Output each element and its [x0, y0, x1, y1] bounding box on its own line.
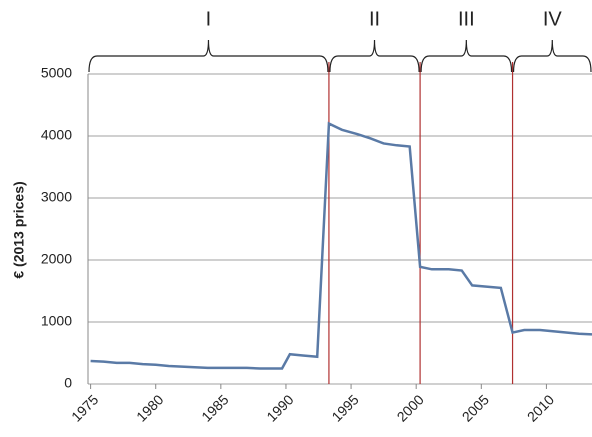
x-tick-label: 2000 — [394, 391, 427, 424]
x-tick-label: 2010 — [524, 391, 557, 424]
x-tick-label: 1975 — [68, 391, 101, 424]
period-brace — [88, 39, 329, 73]
y-tick-label: 1000 — [41, 313, 72, 329]
data-line — [90, 121, 592, 370]
x-tick-label: 1995 — [328, 391, 361, 424]
y-tick-label: 5000 — [41, 65, 72, 81]
period-brace — [420, 39, 513, 73]
period-label: III — [458, 8, 475, 30]
y-axis-label: € (2013 prices) — [11, 181, 27, 278]
x-tick-label: 2005 — [459, 391, 492, 424]
x-tick-label: 1985 — [198, 391, 231, 424]
y-tick-label: 4000 — [41, 127, 72, 143]
x-tick-label: 1990 — [263, 391, 296, 424]
y-tick-label: 3000 — [41, 189, 72, 205]
period-label: IV — [543, 8, 563, 30]
y-tick-label: 2000 — [41, 251, 72, 267]
period-brace — [512, 39, 592, 73]
x-tick-label: 1980 — [133, 391, 166, 424]
y-tick-label: 0 — [64, 375, 72, 391]
period-brace — [329, 39, 420, 73]
period-label: II — [369, 8, 380, 30]
period-label: I — [206, 8, 212, 30]
